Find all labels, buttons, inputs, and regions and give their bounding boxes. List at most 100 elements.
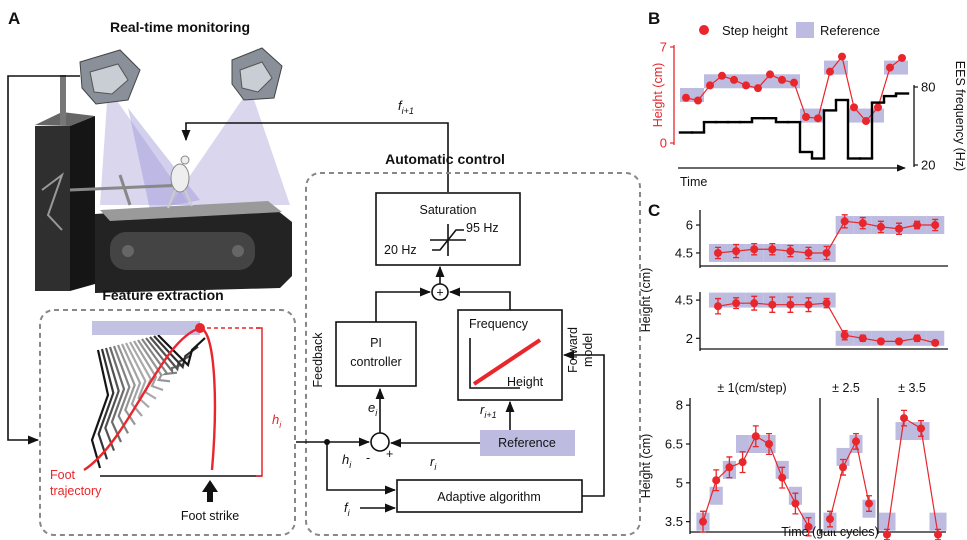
panel-label: A — [8, 9, 20, 28]
reference-band — [896, 61, 908, 75]
box-label: 95 Hz — [466, 221, 499, 235]
symbol-sub: i+1 — [402, 106, 414, 116]
panel-label: B — [648, 9, 660, 28]
data-point — [712, 476, 720, 484]
subplot-title: ± 1(cm/step) — [717, 381, 786, 395]
data-point — [742, 81, 750, 89]
y-tick-label: 4.5 — [675, 293, 693, 308]
data-point — [694, 96, 702, 104]
box-label: Reference — [498, 436, 556, 450]
data-point — [778, 76, 786, 84]
data-point — [790, 79, 798, 87]
data-point — [752, 432, 760, 440]
data-point — [883, 531, 891, 539]
box-label: controller — [350, 355, 401, 369]
data-point — [714, 249, 722, 257]
data-point — [826, 68, 834, 76]
data-point — [823, 299, 831, 307]
data-point — [725, 463, 733, 471]
box-label: Saturation — [420, 203, 477, 217]
data-point — [862, 117, 870, 125]
symbol-sub: i — [434, 462, 437, 472]
data-point — [841, 331, 849, 339]
data-point — [900, 414, 908, 422]
y-axis-label: Height (cm) — [651, 63, 665, 128]
subplot-title: ± 3.5 — [898, 381, 926, 395]
data-point — [874, 103, 882, 111]
data-point — [739, 458, 747, 466]
data-point — [859, 334, 867, 342]
x-axis-label: Time — [680, 175, 707, 189]
y2-tick-label: 20 — [921, 158, 935, 173]
symbol-base: h — [272, 412, 279, 427]
symbol: hi — [272, 412, 282, 430]
data-point — [768, 301, 776, 309]
section-title: Automatic control — [385, 151, 505, 167]
legend-label: Step height — [722, 23, 788, 38]
symbol-sub: i — [279, 420, 282, 430]
symbol: fi+1 — [398, 98, 414, 116]
data-point — [730, 76, 738, 84]
data-point — [732, 247, 740, 255]
subplot-title: ± 2.5 — [832, 381, 860, 395]
annotation: trajectory — [50, 484, 102, 498]
data-point — [934, 531, 942, 539]
symbol: ri — [430, 454, 437, 472]
symbol: ri+1 — [480, 402, 497, 420]
side-label: model — [581, 333, 595, 367]
legend-label: Reference — [820, 23, 880, 38]
data-point — [895, 337, 903, 345]
data-point — [913, 221, 921, 229]
annotation: Foot strike — [181, 509, 239, 523]
y-axis-label: Height (cm) — [639, 434, 653, 499]
data-point — [778, 474, 786, 482]
box-label: 20 Hz — [384, 243, 417, 257]
data-point — [786, 301, 794, 309]
data-point — [838, 53, 846, 61]
data-point — [791, 500, 799, 508]
pi-box — [336, 322, 416, 386]
data-point — [886, 64, 894, 72]
figure: A B C Real-time monitoring fi+1 Automati… — [0, 0, 967, 540]
data-point — [802, 113, 810, 121]
data-point — [750, 245, 758, 253]
reference-band — [930, 513, 947, 531]
symbol-sub: i — [349, 460, 352, 470]
data-point — [826, 515, 834, 523]
reference-band — [879, 513, 896, 531]
data-point — [699, 518, 707, 526]
data-point — [877, 337, 885, 345]
annotation: Foot — [50, 468, 76, 482]
charts: 072080Height (cm)EES frequency (Hz)TimeS… — [639, 22, 967, 540]
y-tick-label: 5 — [676, 475, 683, 490]
panel-label: C — [648, 201, 660, 220]
data-point — [898, 54, 906, 62]
reference-band — [736, 435, 749, 453]
y-tick-label: 2 — [686, 331, 693, 346]
data-point — [931, 221, 939, 229]
data-point — [706, 81, 714, 89]
data-point — [814, 114, 822, 122]
data-point — [786, 247, 794, 255]
data-point — [852, 437, 860, 445]
y-tick-label: 0 — [660, 136, 667, 151]
y-tick-label: 6 — [686, 218, 693, 233]
symbol-sub: i — [348, 508, 351, 518]
data-point — [931, 339, 939, 347]
monitoring-scene: Real-time monitoring — [35, 19, 292, 293]
y-tick-label: 3.5 — [665, 514, 683, 529]
sign: + — [386, 447, 393, 461]
data-point — [850, 103, 858, 111]
symbol-base: h — [342, 452, 349, 467]
y-tick-label: 6.5 — [665, 437, 683, 452]
data-point — [841, 217, 849, 225]
data-point — [877, 223, 885, 231]
legend-swatch — [796, 22, 814, 38]
data-point — [823, 249, 831, 257]
y-tick-label: 4.5 — [675, 245, 693, 260]
data-point — [750, 299, 758, 307]
data-point — [714, 302, 722, 310]
data-point — [682, 94, 690, 102]
data-point — [895, 225, 903, 233]
y2-tick-label: 80 — [921, 80, 935, 95]
